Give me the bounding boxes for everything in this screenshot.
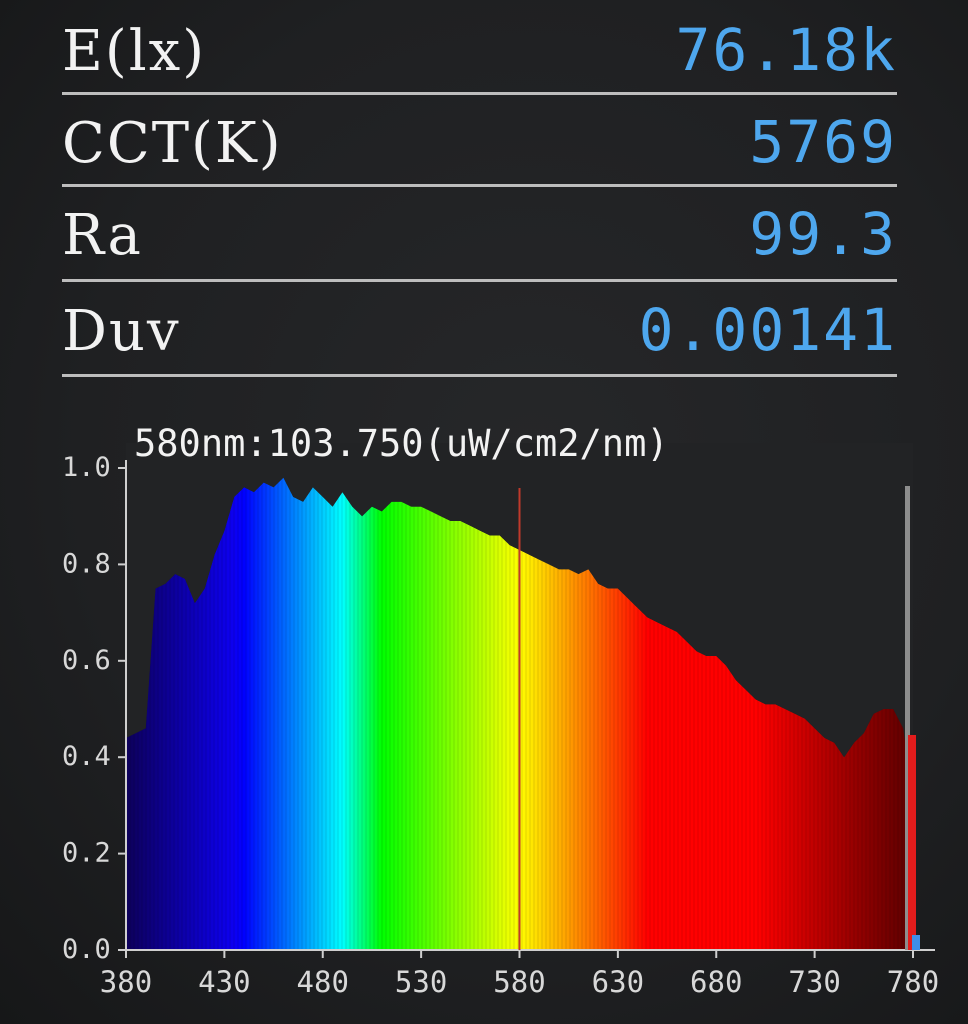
x-tick-label: 530 <box>395 965 447 999</box>
x-tick-label: 380 <box>100 965 152 999</box>
x-tick-label: 480 <box>297 965 349 999</box>
ra-label: Ra <box>62 203 143 268</box>
illuminance-value: 76.18k <box>675 16 897 84</box>
level-bar-fill <box>908 735 916 950</box>
x-tick-label: 580 <box>493 965 545 999</box>
x-tick-label: 680 <box>690 965 742 999</box>
x-tick-label: 780 <box>887 965 939 999</box>
divider <box>62 374 897 377</box>
level-bar-track <box>905 486 910 950</box>
above-curve-mask <box>126 443 913 796</box>
level-bar-marker <box>912 935 920 950</box>
ra-value: 99.3 <box>749 200 897 268</box>
divider <box>62 92 897 95</box>
duv-value: 0.00141 <box>638 296 897 364</box>
x-tick-label: 730 <box>788 965 840 999</box>
y-tick-label: 0.2 <box>62 838 111 869</box>
y-tick-label: 0.6 <box>62 645 111 676</box>
divider <box>62 184 897 187</box>
y-tick-label: 0.4 <box>62 741 111 772</box>
cct-value: 5769 <box>749 108 897 176</box>
duv-label: Duv <box>62 299 181 364</box>
cct-row: CCT(K) 5769 <box>62 100 897 182</box>
divider <box>62 279 897 282</box>
illuminance-label: E(lx) <box>62 19 207 84</box>
illuminance-row: E(lx) 76.18k <box>62 8 897 90</box>
y-tick-label: 0.0 <box>62 934 111 965</box>
x-tick-label: 630 <box>592 965 644 999</box>
cct-label: CCT(K) <box>62 111 283 176</box>
chart-title: 580nm:103.750(uW/cm2/nm) <box>134 422 669 465</box>
x-tick-label: 430 <box>198 965 250 999</box>
y-tick-label: 0.8 <box>62 548 111 579</box>
ra-row: Ra 99.3 <box>62 192 897 274</box>
y-tick-label: 1.0 <box>62 452 111 483</box>
duv-row: Duv 0.00141 <box>62 288 897 370</box>
